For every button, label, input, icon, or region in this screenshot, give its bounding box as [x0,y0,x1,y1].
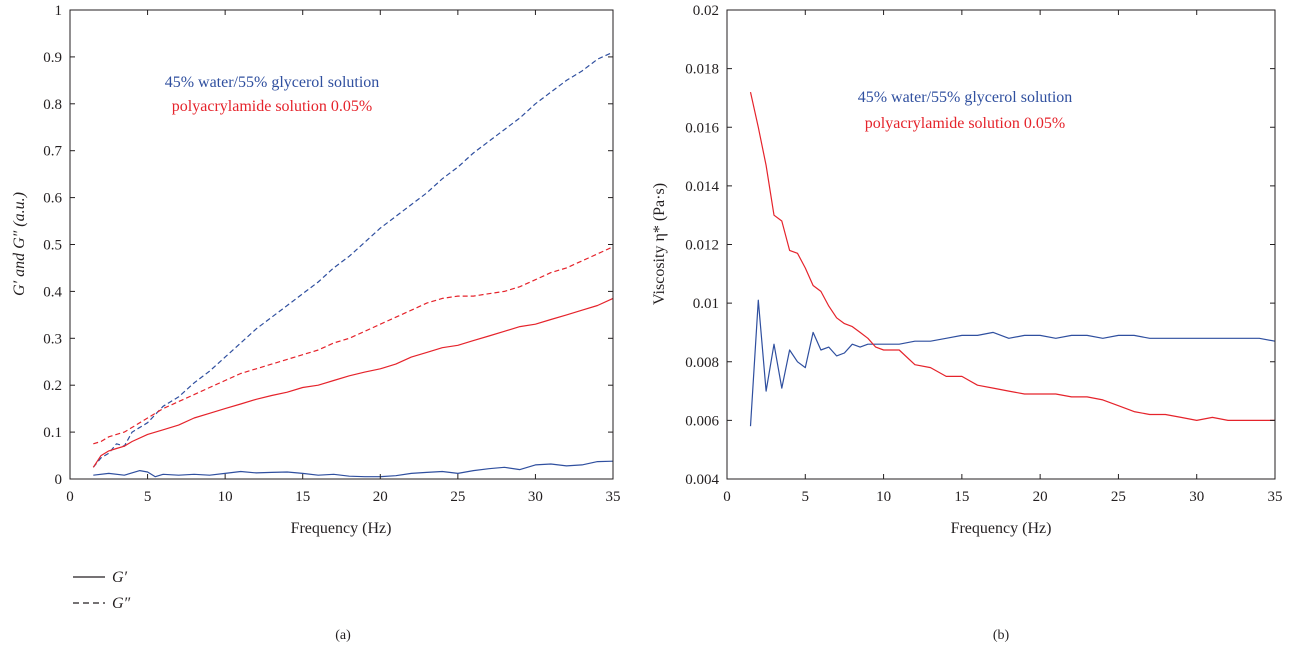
panel-b-x-tick-label: 10 [876,489,891,505]
panel-a-y-tick-label: 1 [55,3,63,19]
panel-a-y-axis-label: G′ and G″ (a.u.) [11,192,28,296]
panel-a-y-tick-label: 0.7 [43,144,62,160]
panel-b-y-tick-label: 0.02 [693,3,719,19]
legend: G′ G″ [73,569,131,612]
panel-b-y-tick-label: 0.016 [685,120,719,136]
panel-b-x-tick-label: 5 [802,489,810,505]
panel-a-series-polyacrylamide-g-prime [92,297,614,468]
panel-a-y-tick-label: 0.5 [43,238,62,254]
panel-a-x-axis-label: Frequency (Hz) [291,520,392,537]
panel-b-x-tick-label: 25 [1111,489,1126,505]
panel-a-annotation-polyacrylamide: polyacrylamide solution 0.05% [172,98,372,115]
panel-b-x-tick-label: 30 [1189,489,1204,505]
panel-a-y-tick-label: 0.8 [43,97,62,113]
panel-a-series-water-glycerol-g-prime [93,460,614,478]
panel-a-x-tick-label: 30 [528,489,543,505]
panel-a-series-water-glycerol-g-double-prime [92,51,614,468]
panel-b-y-tick-label: 0.014 [685,179,719,195]
panel-a-y-tick-label: 0.4 [43,284,62,300]
panel-a-x-tick-label: 15 [295,489,310,505]
panel-b-x-tick-label: 0 [723,489,731,505]
panel-a-y-tick-label: 0.6 [43,191,62,207]
panel-a-x-tick-label: 0 [66,489,74,505]
panel-a-chart: 0 5 10 15 20 25 30 35 0 0.1 0.2 0.3 0.4 0.5 0.6 0.7 0.8 0… [11,3,621,643]
legend-solid-label: G′ [112,569,128,586]
panel-b-x-tick-label: 35 [1268,489,1283,505]
panel-a-label: (a) [335,628,351,643]
panel-a-x-tick-label: 25 [450,489,465,505]
panel-b-y-tick-label: 0.006 [685,413,719,429]
panel-b-y-tick-label: 0.018 [685,62,719,78]
panel-a-y-tick-label: 0.1 [43,425,62,441]
panel-a-series-polyacrylamide-g-double-prime [93,246,614,445]
panel-a-y-tick-label: 0.9 [43,50,62,66]
panel-a-y-tick-label: 0 [55,472,63,488]
panel-b-label: (b) [993,628,1010,643]
panel-a-y-tick-label: 0.3 [43,331,62,347]
panel-b-annotation-polyacrylamide: polyacrylamide solution 0.05% [865,115,1065,132]
panel-b-annotation-water-glycerol: 45% water/55% glycerol solution [858,89,1073,106]
panel-b-y-axis-label: Viscosity η* (Pa·s) [651,183,668,305]
panel-b-y-tick-label: 0.01 [693,296,719,312]
panel-b-x-axis-label: Frequency (Hz) [951,520,1052,537]
panel-b-x-tick-label: 15 [954,489,969,505]
panel-b-series-polyacrylamide-viscosity [749,91,1275,421]
panel-b-y-tick-label: 0.008 [685,355,719,371]
legend-dashed-label: G″ [112,595,131,612]
panel-a-annotation-water-glycerol: 45% water/55% glycerol solution [165,74,380,91]
panel-a-x-tick-label: 5 [144,489,152,505]
panel-b-y-tick-label: 0.012 [685,238,719,254]
panel-b-series-water-glycerol-viscosity [749,299,1276,427]
panel-b-plot-frame [726,9,1276,480]
panel-b-chart: 0 5 10 15 20 25 30 35 0.004 0.006 0.008 0.01 0.012 0.… [651,3,1283,643]
panel-a-x-tick-label: 10 [218,489,233,505]
panel-a-x-tick-label: 20 [373,489,388,505]
panel-a-y-tick-label: 0.2 [43,378,62,394]
panel-b-y-tick-label: 0.004 [685,472,719,488]
panel-b-x-tick-label: 20 [1033,489,1048,505]
panel-a-x-tick-label: 35 [606,489,621,505]
